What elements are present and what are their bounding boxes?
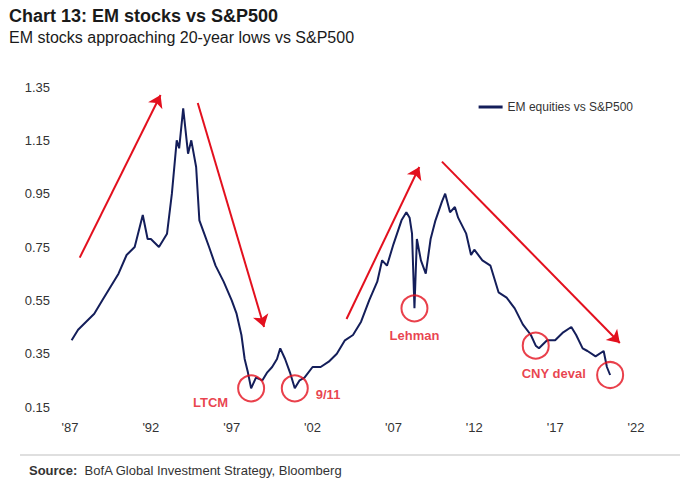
svg-text:0.75: 0.75: [25, 240, 50, 255]
svg-text:'92: '92: [142, 420, 159, 435]
svg-text:1.15: 1.15: [25, 133, 50, 148]
svg-text:'87: '87: [62, 420, 79, 435]
svg-text:CNY deval: CNY deval: [522, 366, 586, 381]
svg-text:0.15: 0.15: [25, 400, 50, 415]
svg-text:'12: '12: [466, 420, 483, 435]
svg-text:0.95: 0.95: [25, 186, 50, 201]
svg-text:'17: '17: [547, 420, 564, 435]
svg-text:'02: '02: [304, 420, 321, 435]
svg-text:'97: '97: [223, 420, 240, 435]
svg-text:Lehman: Lehman: [390, 328, 440, 343]
svg-text:1.35: 1.35: [25, 80, 50, 95]
svg-text:EM stocks approaching 20-year: EM stocks approaching 20-year lows vs S&…: [9, 29, 354, 46]
svg-text:LTCM: LTCM: [193, 395, 228, 410]
svg-text:0.35: 0.35: [25, 346, 50, 361]
svg-text:Source:: Source:: [29, 463, 77, 478]
svg-text:EM equities vs S&P500: EM equities vs S&P500: [508, 100, 634, 114]
svg-text:BofA Global Investment Strateg: BofA Global Investment Strategy, Bloombe…: [77, 463, 341, 478]
svg-text:0.55: 0.55: [25, 293, 50, 308]
svg-text:Chart 13: EM stocks vs S&P500: Chart 13: EM stocks vs S&P500: [9, 6, 278, 26]
svg-text:'22: '22: [628, 420, 645, 435]
svg-text:9/11: 9/11: [316, 387, 341, 402]
svg-text:'07: '07: [385, 420, 402, 435]
